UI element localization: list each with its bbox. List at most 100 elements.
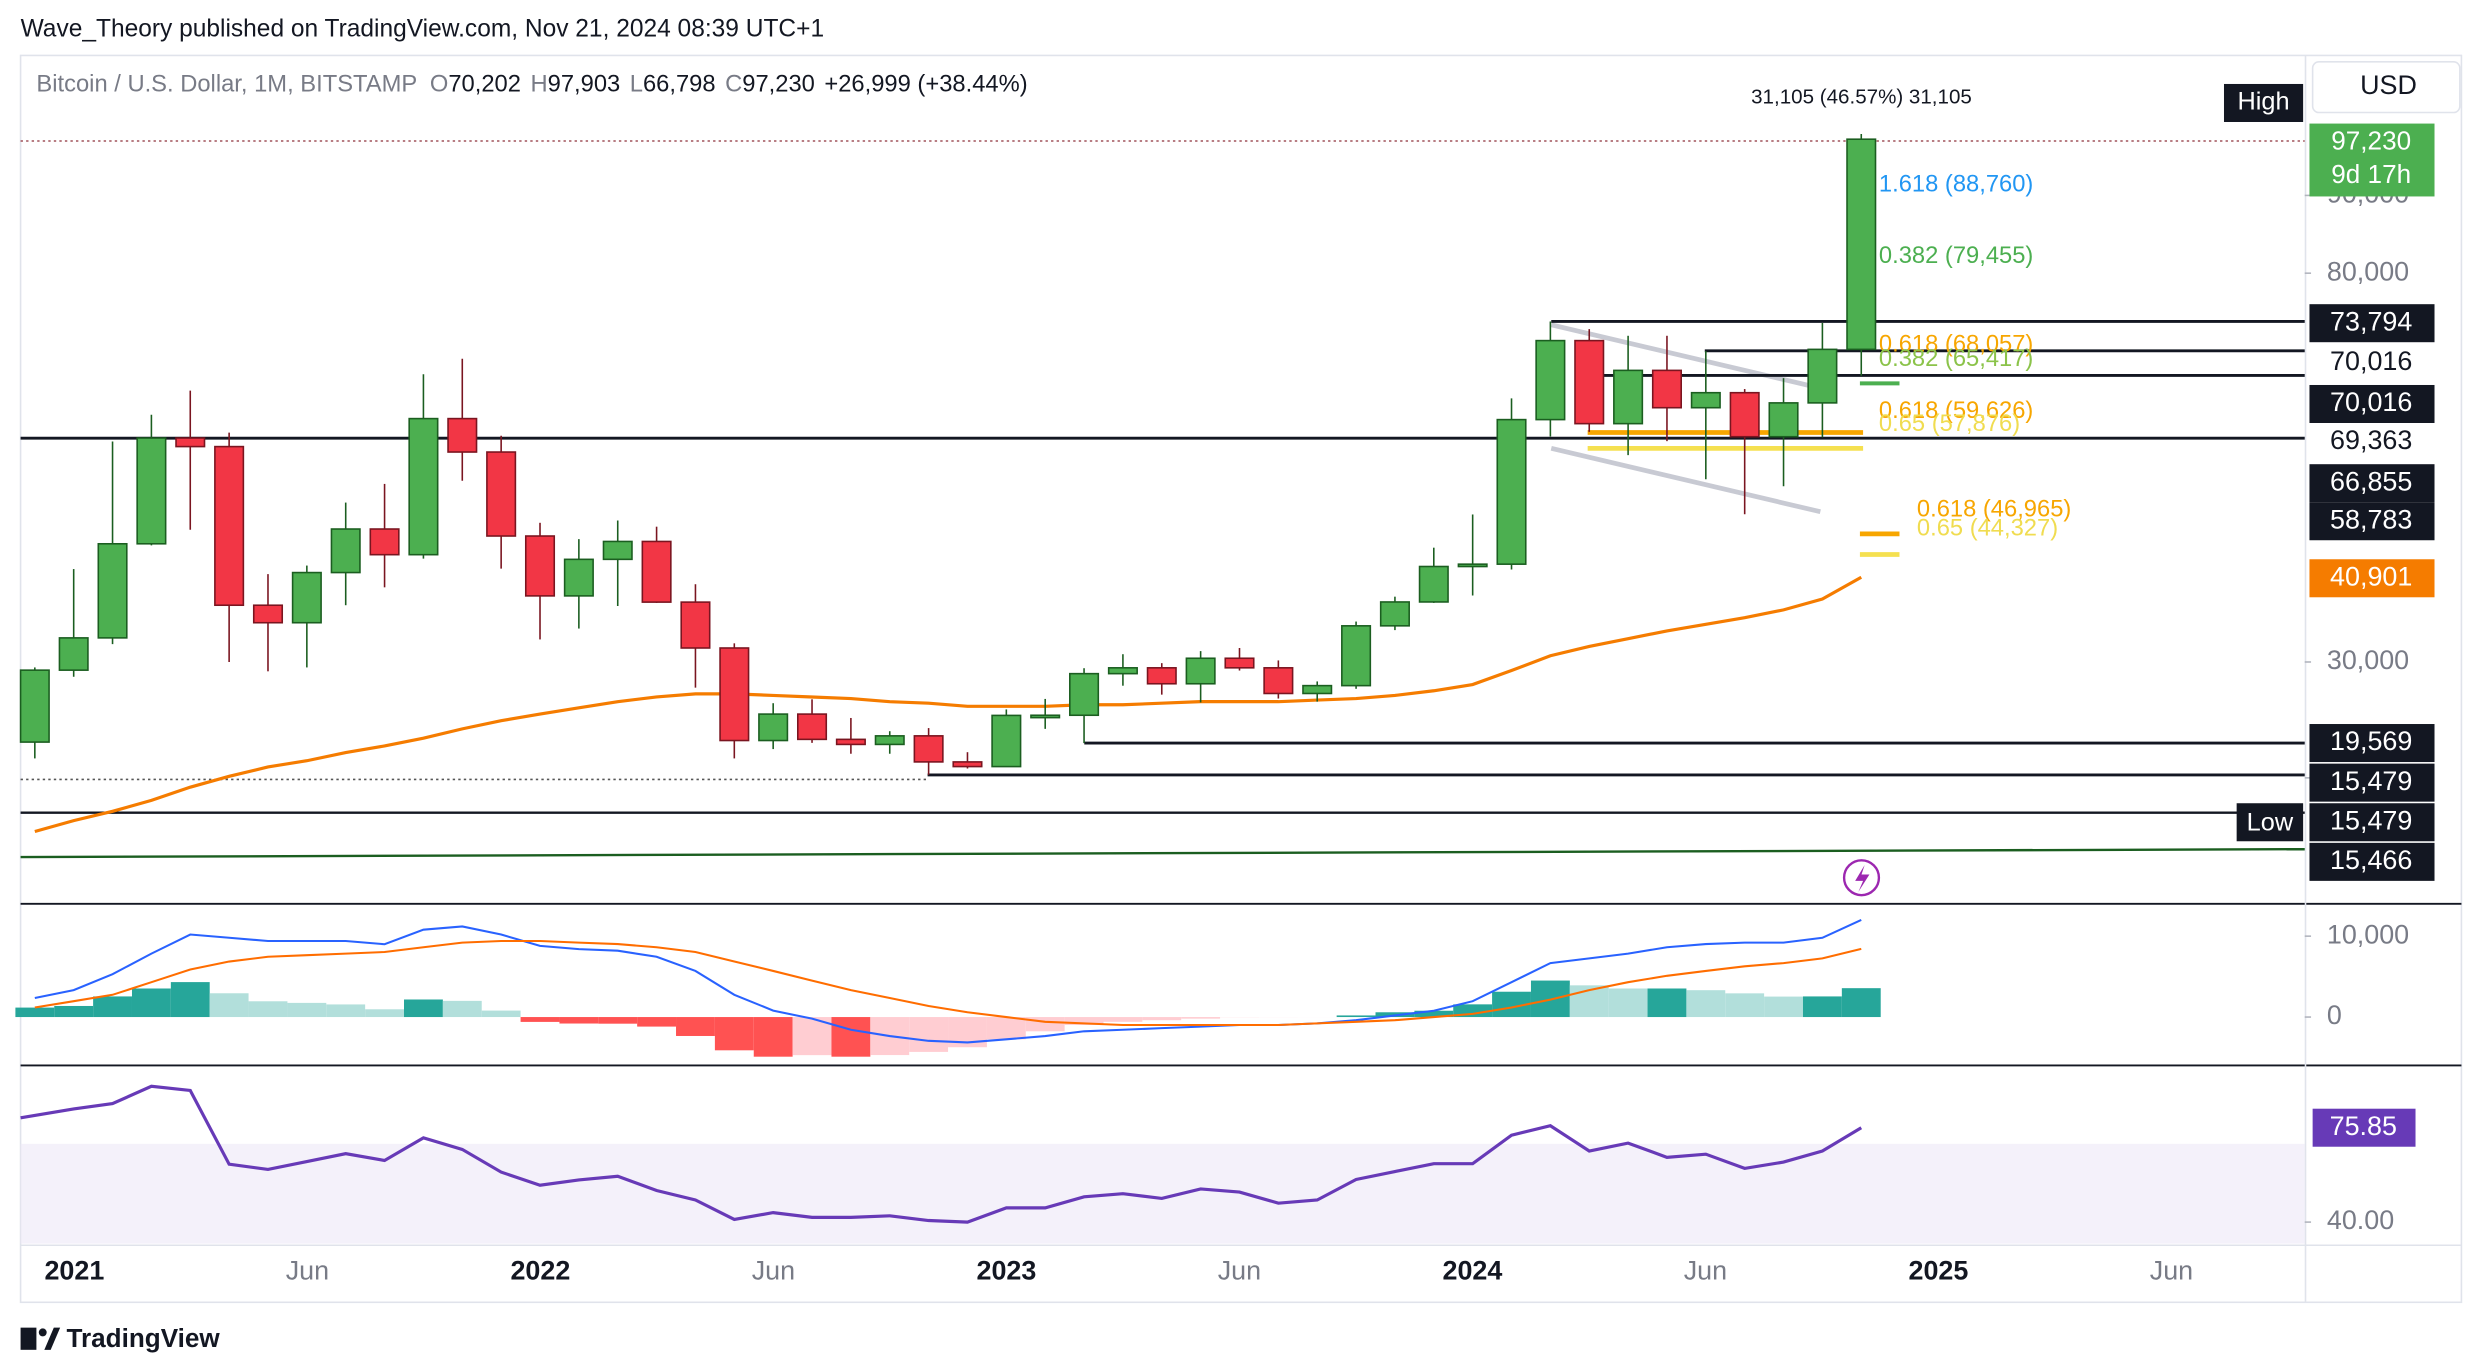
x-tick-label: Jun	[752, 1255, 795, 1285]
symbol-name: Bitcoin / U.S. Dollar, 1M, BITSTAMP	[36, 71, 417, 98]
y-tick-label: 30,000	[2327, 645, 2409, 675]
histogram-bar	[714, 1017, 754, 1051]
candle-body	[175, 437, 206, 448]
histogram-bar	[209, 993, 249, 1018]
candle-body	[1535, 339, 1566, 421]
candle-body	[1263, 667, 1294, 695]
histogram-bar	[170, 982, 210, 1018]
candle-body	[447, 417, 478, 453]
candle-body	[214, 445, 245, 607]
histogram-bar	[1142, 1017, 1182, 1021]
histogram-bar	[287, 1002, 327, 1018]
candle-body	[97, 542, 128, 639]
candle-body	[913, 735, 944, 763]
histogram-bar	[909, 1017, 949, 1052]
candle-body	[1379, 601, 1410, 627]
candle-body	[758, 713, 789, 742]
candle-body	[952, 761, 983, 768]
level-label: 70,016	[2330, 387, 2412, 417]
candle-body	[1496, 418, 1527, 565]
histogram-bar	[404, 999, 443, 1018]
candle-body	[1107, 667, 1138, 675]
candle-body	[19, 669, 50, 743]
rsi-band	[20, 1143, 2305, 1244]
symbol-legend: Bitcoin / U.S. Dollar, 1M, BITSTAMP O70,2…	[36, 71, 1027, 98]
annotation: 1.618 (88,760)	[1879, 171, 2033, 198]
histogram-bar	[1064, 1017, 1104, 1025]
histogram-bar	[365, 1009, 405, 1018]
histogram-bar	[1725, 993, 1765, 1018]
level-label: 15,479	[2330, 805, 2412, 835]
y-tick-label: 40.00	[2327, 1205, 2394, 1235]
level-label: 58,783	[2330, 504, 2412, 534]
logo-mark	[20, 1327, 37, 1350]
annotation: 0.382 (65,417)	[1879, 345, 2033, 372]
histogram-bar	[986, 1017, 1026, 1040]
histogram-bar	[131, 988, 171, 1018]
histogram-bar	[442, 1000, 482, 1018]
macd-line	[34, 919, 1862, 1044]
histogram-bar	[15, 1007, 55, 1018]
level-label-box	[2309, 423, 2435, 462]
ohlc-value: 97,903	[548, 71, 621, 98]
candle-body	[680, 601, 711, 649]
publish-header: Wave_Theory published on TradingView.com…	[21, 16, 825, 43]
level-label: 69,363	[2330, 425, 2412, 455]
candle-body	[369, 528, 400, 556]
ohlc-key: O	[430, 71, 448, 98]
candle-body	[874, 735, 905, 746]
candle-body	[1146, 667, 1177, 685]
level-label-box	[2309, 464, 2435, 503]
high-tag-box	[2223, 83, 2304, 122]
level-label: 15,479	[2330, 766, 2412, 796]
level-label-box	[2309, 763, 2435, 802]
histogram-bar	[1686, 990, 1726, 1018]
candle-body	[1651, 369, 1682, 409]
plot: 2021 Jun 2022 Jun 2023 Jun 2024 Jun 2025 Jun 31,10…	[15, 86, 2305, 1285]
level-label-box	[2309, 304, 2435, 343]
histogram-bar	[1414, 1010, 1454, 1018]
channel-line	[1550, 446, 1821, 515]
candle-body	[563, 558, 594, 597]
level-label-box	[2309, 343, 2435, 382]
histogram-bar	[598, 1017, 638, 1024]
last-price: 97,230	[2331, 125, 2411, 155]
histogram-bar	[1764, 996, 1803, 1018]
candle-body	[1185, 657, 1216, 685]
ohlc-value: 70,202	[448, 71, 521, 98]
candle-body	[719, 647, 750, 742]
x-tick-label: Jun	[2150, 1255, 2193, 1285]
candle-body	[1224, 657, 1255, 669]
histogram-bar	[1802, 996, 1842, 1018]
level-label: 70,016	[2330, 346, 2412, 376]
candle-body	[1069, 672, 1100, 717]
candle-body	[1302, 684, 1333, 695]
annotation: 0.65 (57,876)	[1879, 410, 2020, 437]
candle-body	[1729, 391, 1760, 438]
currency-button[interactable]	[2311, 60, 2461, 114]
moving-average	[34, 575, 1863, 834]
candle-body	[252, 604, 284, 624]
candle-body	[835, 738, 866, 746]
histogram-bar	[831, 1017, 871, 1057]
histogram-bar	[520, 1017, 560, 1022]
high-tag: High	[2238, 88, 2290, 116]
candle-body	[136, 437, 167, 545]
ohlc-value: 97,230	[742, 71, 815, 98]
candle-body	[486, 451, 517, 537]
annotation: 0.618 (59,626)	[1879, 397, 2033, 424]
x-tick-label: 2023	[976, 1255, 1036, 1285]
rsi-last-box	[2312, 1108, 2416, 1147]
alert-icon-bolt	[1855, 865, 1870, 892]
level-label: 19,569	[2330, 726, 2412, 756]
histogram-bar	[481, 1010, 521, 1018]
low-tag-box	[2236, 803, 2304, 842]
y-tick-label: 10,000	[2327, 919, 2409, 949]
annotation: 0.382 (79,455)	[1879, 242, 2033, 269]
level-label-box	[2309, 803, 2435, 842]
price-axis: 90,00080,00030,00015,10073,79470,01670,0…	[2304, 179, 2435, 1235]
level-label: 15,466	[2330, 845, 2412, 875]
ohlc-key: H	[530, 71, 547, 98]
